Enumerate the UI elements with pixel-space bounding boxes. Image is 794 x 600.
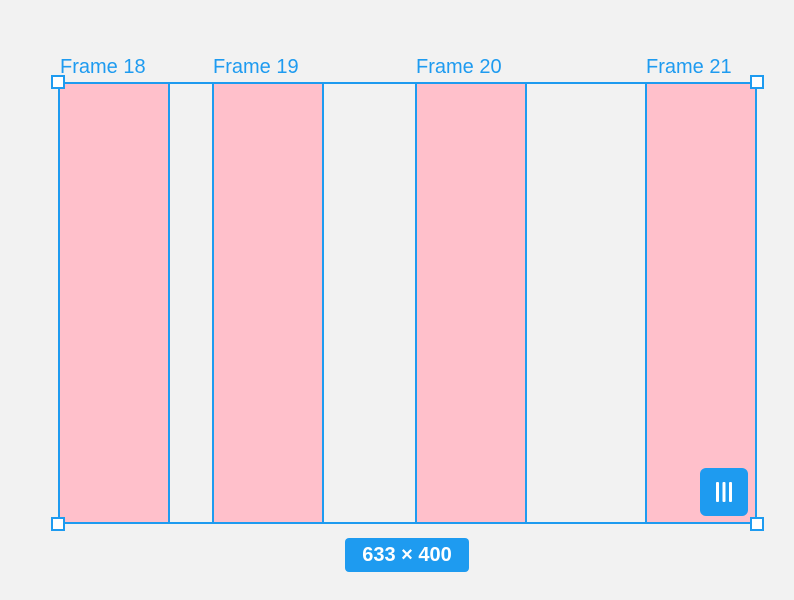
frame-18[interactable]	[58, 82, 170, 524]
frame-21[interactable]	[645, 82, 757, 524]
auto-layout-button[interactable]	[700, 468, 748, 516]
frame-21-label[interactable]: Frame 21	[646, 56, 732, 78]
frame-20[interactable]	[415, 82, 527, 524]
frame-19[interactable]	[212, 82, 324, 524]
resize-handle-top-left[interactable]	[51, 75, 65, 89]
frame-20-label[interactable]: Frame 20	[416, 56, 502, 78]
resize-handle-top-right[interactable]	[750, 75, 764, 89]
selection-size-badge: 633 × 400	[345, 538, 469, 572]
frame-19-label[interactable]: Frame 19	[213, 56, 299, 78]
resize-handle-bottom-left[interactable]	[51, 517, 65, 531]
frame-18-label[interactable]: Frame 18	[60, 56, 146, 78]
columns-layout-icon	[716, 482, 732, 502]
resize-handle-bottom-right[interactable]	[750, 517, 764, 531]
